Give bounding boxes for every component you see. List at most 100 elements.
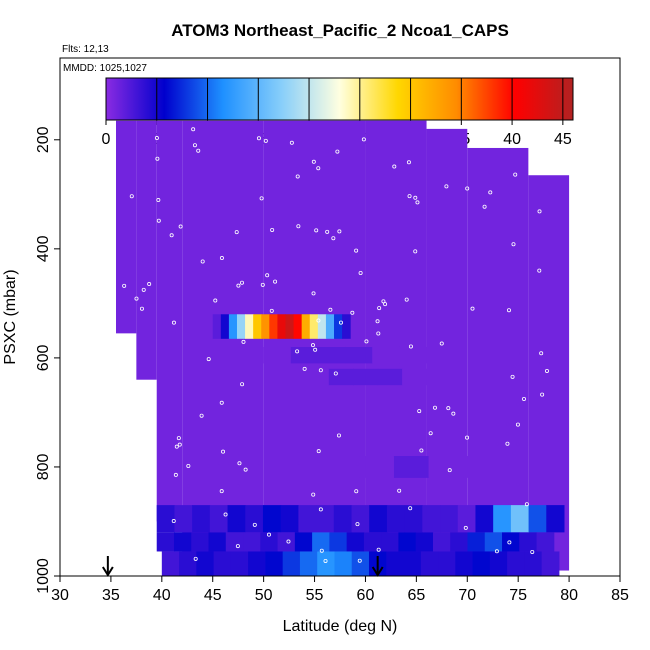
heatmap-cell bbox=[282, 551, 301, 576]
heatmap-cell bbox=[265, 551, 284, 576]
heatmap-cell bbox=[510, 505, 530, 533]
profile-column bbox=[156, 120, 183, 522]
x-tick-label: 40 bbox=[153, 587, 171, 604]
heatmap-cell bbox=[230, 551, 249, 576]
profile-column bbox=[116, 120, 137, 334]
sample-point bbox=[173, 472, 178, 477]
sample-point bbox=[318, 507, 323, 512]
sample-point bbox=[256, 136, 261, 141]
sample-point bbox=[311, 159, 316, 164]
heatmap-cell bbox=[236, 314, 246, 339]
sample-point bbox=[419, 448, 424, 453]
dates-label: MMDD: 1025,1027 bbox=[63, 63, 147, 74]
sample-point bbox=[515, 422, 520, 427]
sample-point bbox=[392, 164, 397, 169]
heatmap-cell bbox=[301, 314, 311, 339]
sample-point bbox=[178, 224, 183, 229]
heatmap-cell bbox=[248, 551, 266, 576]
sample-point bbox=[174, 444, 179, 449]
heatmap-cell bbox=[415, 532, 434, 552]
sample-point bbox=[156, 198, 161, 203]
sample-point bbox=[186, 464, 191, 469]
colorbar-tick-label: 0 bbox=[102, 131, 111, 148]
sample-point bbox=[537, 268, 542, 273]
heatmap-cell bbox=[196, 551, 215, 576]
sample-point bbox=[524, 502, 529, 507]
heatmap-cell bbox=[403, 551, 422, 576]
sample-point bbox=[465, 186, 470, 191]
heatmap-cell bbox=[420, 551, 439, 576]
heatmap-cell bbox=[261, 314, 270, 339]
sample-point bbox=[171, 320, 176, 325]
heatmap-cell bbox=[243, 532, 261, 552]
y-tick-label: 600 bbox=[35, 344, 52, 371]
heatmap-cell bbox=[546, 505, 565, 533]
sample-point bbox=[310, 343, 315, 348]
heatmap-cell bbox=[316, 505, 335, 533]
heatmap-cell bbox=[428, 456, 464, 478]
heatmap-cell bbox=[333, 505, 353, 533]
y-tick-label: 800 bbox=[35, 454, 52, 481]
sample-point bbox=[241, 339, 246, 344]
heatmap-cell bbox=[312, 532, 330, 552]
heatmap-cell bbox=[269, 314, 278, 339]
x-tick-label: 75 bbox=[509, 587, 527, 604]
heatmap-cell bbox=[298, 505, 317, 533]
heatmap-cell bbox=[213, 551, 232, 576]
sample-point bbox=[513, 172, 518, 177]
sample-point bbox=[413, 195, 418, 200]
y-tick-label: 200 bbox=[35, 126, 52, 153]
sample-point bbox=[223, 512, 228, 517]
colorbar-tick-label: 40 bbox=[503, 131, 521, 148]
sample-point bbox=[361, 137, 366, 142]
sample-point bbox=[134, 296, 139, 301]
x-tick-label: 85 bbox=[611, 587, 629, 604]
heatmap-cell bbox=[386, 551, 405, 576]
heatmap-cell bbox=[359, 456, 395, 478]
heatmap-cell bbox=[455, 551, 474, 576]
sample-point bbox=[192, 143, 197, 148]
flight-arrow-head bbox=[102, 566, 114, 577]
heatmap-cell bbox=[398, 532, 417, 552]
flight-arrows bbox=[102, 556, 384, 577]
x-tick-label: 60 bbox=[357, 587, 375, 604]
heatmap-cell bbox=[440, 505, 459, 533]
sample-point bbox=[397, 488, 402, 493]
heatmap-cell bbox=[191, 532, 210, 552]
sample-point bbox=[333, 371, 338, 376]
sample-point bbox=[296, 224, 301, 229]
sample-point bbox=[191, 127, 196, 132]
sample-point bbox=[465, 435, 470, 440]
heatmap-cell bbox=[393, 456, 430, 478]
sample-point bbox=[328, 307, 333, 312]
sample-point bbox=[311, 492, 316, 497]
sample-point bbox=[383, 302, 388, 307]
sample-point bbox=[171, 519, 176, 524]
heatmap-cell bbox=[317, 314, 327, 339]
sample-point bbox=[318, 368, 323, 373]
sample-point bbox=[122, 283, 127, 288]
heatmap-cell bbox=[399, 346, 428, 364]
heatmap-cell bbox=[328, 368, 354, 386]
profile-column bbox=[426, 128, 468, 571]
heatmap-cell bbox=[179, 551, 197, 576]
sample-point bbox=[219, 400, 224, 405]
sample-point bbox=[530, 549, 535, 554]
heatmap-cell bbox=[541, 551, 560, 576]
sample-point bbox=[428, 431, 433, 436]
profile-column bbox=[182, 120, 264, 571]
sample-point bbox=[439, 341, 444, 346]
heatmap-cell bbox=[277, 314, 286, 339]
heatmap-cell bbox=[351, 505, 370, 533]
heatmap-cell bbox=[457, 505, 476, 533]
heatmap-cell bbox=[227, 505, 246, 533]
sample-point bbox=[376, 547, 381, 552]
sample-point bbox=[129, 194, 134, 199]
sample-point bbox=[265, 273, 270, 278]
x-tick-label: 80 bbox=[560, 587, 578, 604]
sample-point bbox=[470, 306, 475, 311]
profile-fill bbox=[116, 120, 570, 571]
sample-point bbox=[413, 249, 418, 254]
colorbar bbox=[105, 77, 574, 121]
flight-arrow-head bbox=[371, 566, 384, 577]
